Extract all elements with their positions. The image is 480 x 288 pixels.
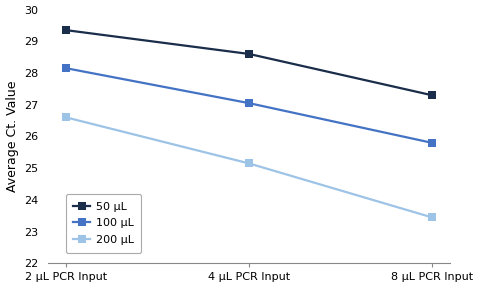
Y-axis label: Average Ct. Value: Average Ct. Value	[6, 81, 19, 192]
200 μL	[429, 216, 435, 219]
50 μL	[246, 52, 252, 56]
200 μL	[63, 116, 69, 119]
50 μL	[429, 94, 435, 97]
Line: 100 μL: 100 μL	[62, 64, 436, 147]
Line: 200 μL: 200 μL	[62, 113, 436, 221]
Line: 50 μL: 50 μL	[62, 26, 436, 99]
Legend: 50 μL, 100 μL, 200 μL: 50 μL, 100 μL, 200 μL	[66, 194, 142, 253]
100 μL	[429, 141, 435, 145]
200 μL	[246, 162, 252, 165]
50 μL	[63, 29, 69, 32]
100 μL	[246, 101, 252, 105]
100 μL	[63, 67, 69, 70]
